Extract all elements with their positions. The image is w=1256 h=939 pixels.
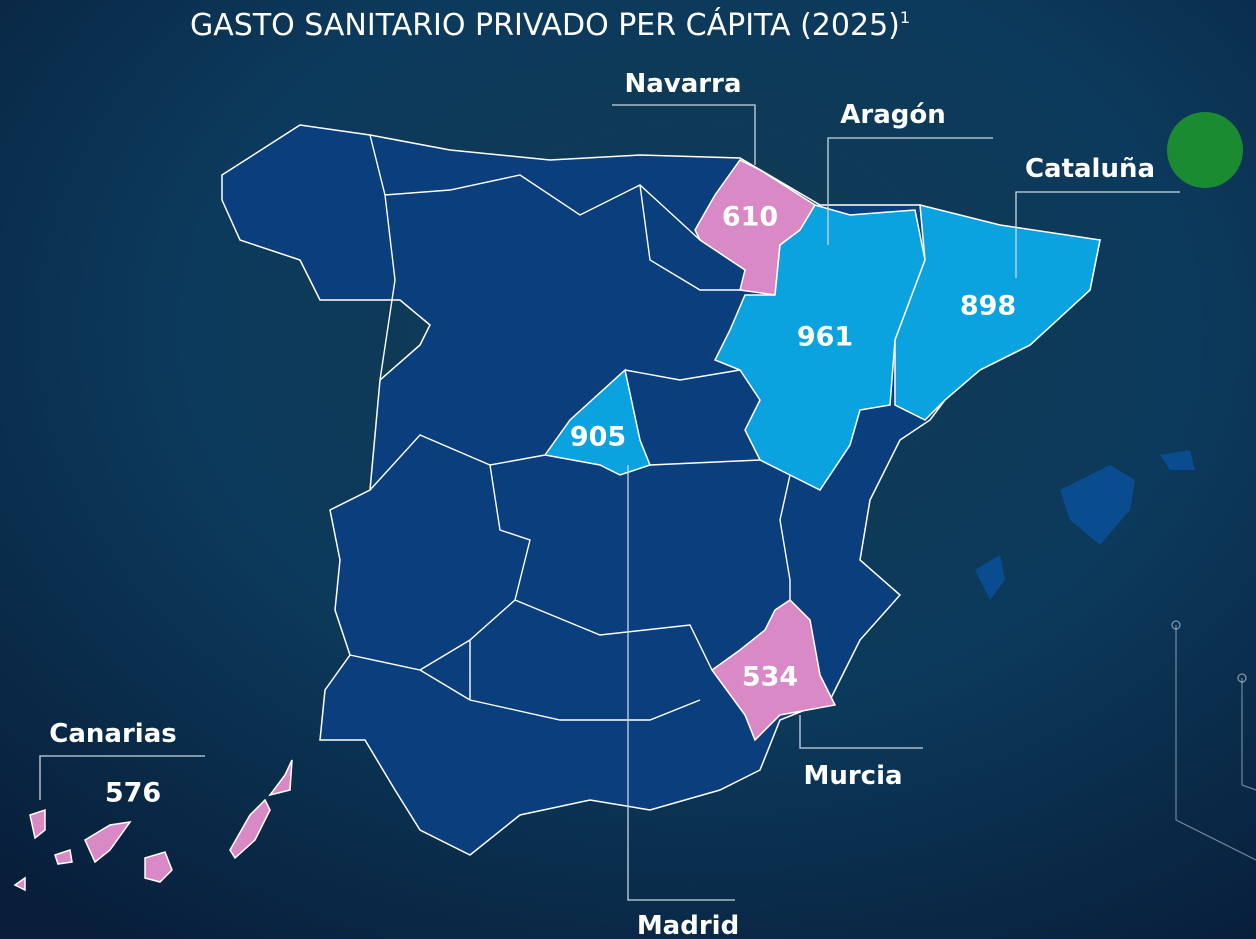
leader-line <box>39 755 205 800</box>
balearics <box>975 450 1195 600</box>
region-shape <box>894 204 1101 421</box>
leader-line <box>1015 191 1180 278</box>
region-value: 905 <box>570 422 626 453</box>
region-shape <box>229 798 271 860</box>
region-name: Cataluña <box>1025 154 1155 184</box>
leader-line <box>799 715 923 749</box>
region-value: 576 <box>105 778 161 809</box>
decor-lines <box>1175 625 1256 861</box>
leader-line <box>827 137 993 245</box>
decor-dot <box>1237 673 1247 683</box>
region-value: 898 <box>960 291 1016 322</box>
region-shape <box>710 599 837 742</box>
decor-light <box>1167 112 1243 188</box>
province-borders <box>349 134 791 721</box>
region-value: 534 <box>742 662 798 693</box>
region-value: 961 <box>797 322 853 353</box>
region-name: Murcia <box>803 761 902 791</box>
region-shape <box>543 368 651 476</box>
region-shape <box>13 876 26 892</box>
region-value: 610 <box>722 202 778 233</box>
title: GASTO SANITARIO PRIVADO PER CÁPITA (2025… <box>190 7 910 43</box>
region-shape <box>84 820 132 864</box>
region-shape <box>54 849 73 865</box>
title-text: GASTO SANITARIO PRIVADO PER CÁPITA (2025… <box>190 7 900 43</box>
region-name: Canarias <box>49 719 176 749</box>
region-shape <box>29 808 46 840</box>
region-name: Navarra <box>625 69 742 99</box>
region-name: Aragón <box>840 100 945 130</box>
leader-line <box>612 104 756 165</box>
decor-dot <box>1171 620 1181 630</box>
leader-line <box>627 465 735 901</box>
region-shape <box>694 159 817 296</box>
region-shape <box>268 759 293 797</box>
title-note: 1 <box>900 8 910 27</box>
region-shape <box>144 851 173 883</box>
region-name: Madrid <box>637 911 739 939</box>
